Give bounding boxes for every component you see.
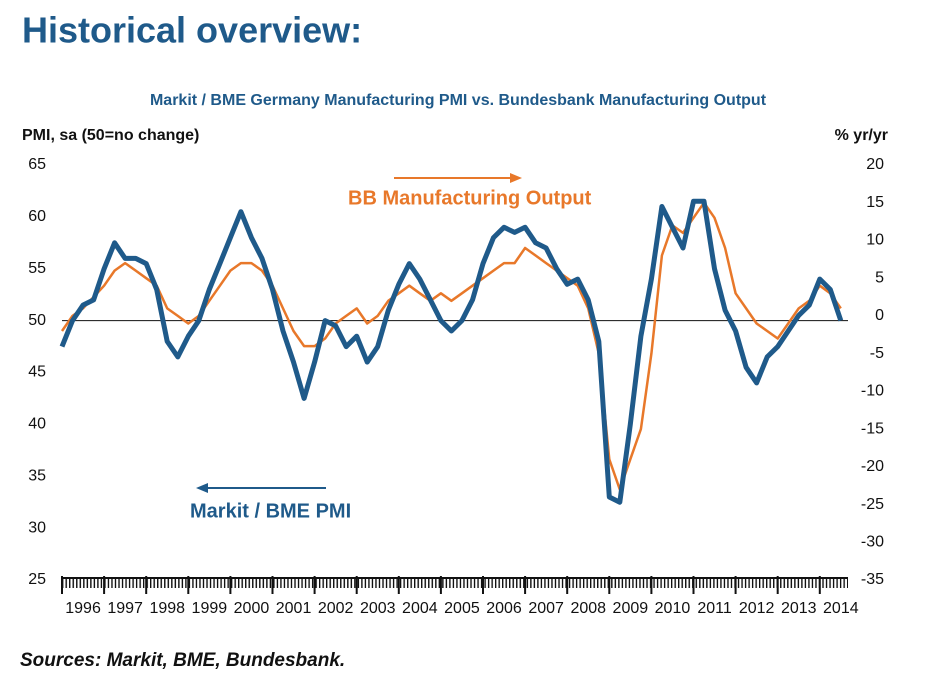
minor-ticks: [62, 578, 848, 588]
y-tick-label: 25: [28, 571, 46, 588]
y2-tick-label: 20: [866, 156, 884, 173]
x-tick-label: 2001: [276, 600, 312, 617]
x-tick-label: 2006: [486, 600, 522, 617]
y2-tick-label: -5: [870, 345, 884, 362]
y2-axis-label: % yr/yr: [835, 127, 888, 144]
y-tick-label: 40: [28, 416, 46, 433]
y2-tick-label: -20: [861, 458, 884, 475]
x-tick-label: 1998: [149, 600, 185, 617]
x-tick-label: 2010: [655, 600, 691, 617]
y-axis-label: PMI, sa (50=no change): [22, 127, 199, 144]
x-tick-label: 2002: [318, 600, 354, 617]
x-tick-label: 1997: [107, 600, 143, 617]
chart-title: Markit / BME Germany Manufacturing PMI v…: [150, 92, 767, 109]
x-tick-label: 2005: [444, 600, 480, 617]
x-tick-label: 2009: [613, 600, 649, 617]
y2-tick-label: 10: [866, 232, 884, 249]
legend-label: BB Manufacturing Output: [348, 187, 592, 209]
page-title: Historical overview:: [22, 10, 362, 51]
x-tick-label: 2003: [360, 600, 396, 617]
x-tick-label: 1999: [192, 600, 228, 617]
x-tick-label: 2004: [402, 600, 438, 617]
x-tick-label: 1996: [65, 600, 101, 617]
y2-tick-label: -15: [861, 420, 884, 437]
y-tick-label: 55: [28, 260, 46, 277]
y-tick-label: 35: [28, 467, 46, 484]
x-tick-label: 2011: [697, 600, 732, 617]
y2-tick-label: -25: [861, 496, 884, 513]
y2-tick-label: 15: [866, 194, 884, 211]
x-tick-label: 2007: [528, 600, 564, 617]
x-tick-label: 2014: [823, 600, 859, 617]
y2-tick-label: -30: [861, 533, 884, 550]
y2-tick-label: -10: [861, 383, 884, 400]
source-note: Sources: Markit, BME, Bundesbank.: [20, 650, 345, 671]
y-tick-label: 60: [28, 208, 46, 225]
y-tick-label: 45: [28, 364, 46, 381]
series-line: [60, 201, 842, 491]
y-tick-label: 50: [28, 312, 46, 329]
y2-tick-label: -35: [861, 571, 884, 588]
series-line: [59, 198, 844, 505]
y-tick-label: 65: [28, 156, 46, 173]
x-tick-label: 2008: [570, 600, 606, 617]
y-tick-label: 30: [28, 519, 46, 536]
legend-label: Markit / BME PMI: [190, 500, 351, 522]
arrow-head: [510, 173, 522, 183]
arrow-head: [196, 483, 208, 493]
y2-tick-label: 5: [875, 269, 884, 286]
annotations: [196, 173, 522, 493]
x-tick-label: 2000: [234, 600, 270, 617]
y2-tick-label: 0: [875, 307, 884, 324]
x-tick-label: 2013: [781, 600, 817, 617]
x-tick-label: 2012: [739, 600, 775, 617]
